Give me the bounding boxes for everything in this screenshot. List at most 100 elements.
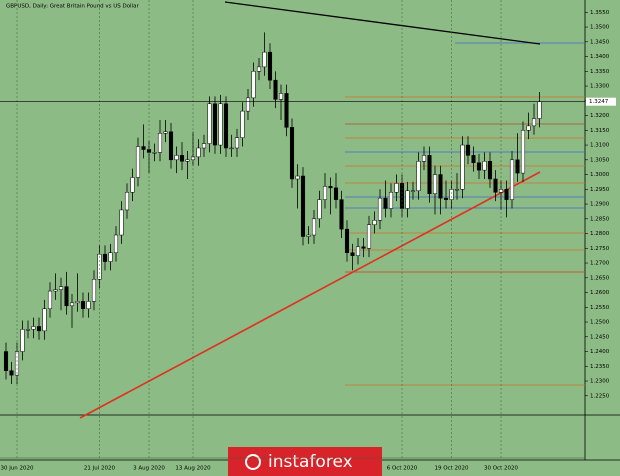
candle-body (42, 308, 47, 332)
y-tick-label: 1.3500 (590, 25, 610, 31)
candle-body (504, 189, 509, 200)
candle-body (69, 302, 75, 307)
candle-body (471, 155, 476, 164)
candle-body (273, 79, 278, 100)
candle-body (350, 252, 355, 256)
candle-body (97, 253, 102, 280)
candle-body (212, 103, 218, 146)
candle-body (383, 197, 388, 209)
candle-body (410, 190, 416, 192)
candle-body (460, 144, 465, 190)
candle-body (526, 125, 531, 131)
y-tick-label: 1.2500 (590, 320, 610, 326)
y-tick-label: 1.2600 (590, 290, 610, 296)
candle-body (36, 326, 42, 332)
y-tick-label: 1.3450 (590, 39, 610, 45)
candle-body (256, 66, 262, 72)
candle-body (119, 209, 124, 236)
watermark: instaforex (228, 447, 382, 476)
candle-body (405, 190, 410, 209)
candle-body (438, 174, 443, 199)
current-price-box (586, 97, 616, 106)
candle-body (102, 253, 108, 262)
candle-body (493, 178, 498, 193)
current-price-label: 1.3247 (589, 99, 609, 105)
candle-body (229, 147, 234, 150)
y-tick-label: 1.2650 (590, 275, 610, 281)
candle-body (31, 326, 36, 330)
support-trendline (79, 171, 541, 419)
y-tick-label: 1.2250 (590, 393, 610, 399)
candle-body (449, 189, 454, 200)
candle-body (25, 329, 31, 331)
y-tick-label: 1.2350 (590, 364, 610, 370)
candle-body (306, 234, 311, 237)
candle-body (295, 175, 300, 180)
candle-body (14, 351, 20, 376)
candle-body (421, 155, 427, 162)
candle-body (465, 144, 471, 156)
x-tick-label: 19 Oct 2020 (434, 466, 469, 472)
candle-body (339, 199, 344, 230)
candle-body (240, 110, 245, 138)
candle-body (394, 183, 399, 193)
candle-body (157, 133, 163, 153)
chart-title: GBPUSD, Daily: Great Britain Pound vs US… (6, 4, 139, 10)
y-tick-label: 1.2300 (590, 379, 610, 385)
candle-body (262, 51, 267, 68)
y-tick-label: 1.3150 (590, 128, 610, 134)
candle-body (3, 351, 9, 371)
candle-body (196, 147, 201, 158)
y-tick-label: 1.2950 (590, 187, 610, 193)
candle-body (135, 146, 141, 178)
candle-body (361, 246, 366, 249)
y-tick-label: 1.2450 (590, 334, 610, 340)
candle-body (75, 301, 80, 304)
y-tick-label: 1.2900 (590, 202, 610, 208)
candle-body (245, 97, 251, 112)
x-tick-label: 21 Jul 2020 (84, 466, 116, 472)
candle-body (284, 93, 289, 128)
candle-body (86, 301, 91, 310)
x-tick-label: 6 Oct 2020 (387, 466, 418, 472)
x-tick-label: 30 Oct 2020 (484, 466, 519, 472)
candle-body (311, 218, 317, 236)
y-tick-label: 1.3400 (590, 54, 610, 60)
candle-body (333, 187, 339, 200)
candle-body (47, 290, 53, 310)
candle-body (427, 155, 432, 194)
watermark-logo (245, 454, 261, 470)
candle-body (20, 329, 25, 352)
candle-body (289, 127, 295, 180)
x-tick-label: 30 Jun 2020 (0, 466, 34, 472)
candle-body (168, 131, 174, 161)
candle-body (218, 103, 223, 146)
y-tick-label: 1.2700 (590, 261, 610, 267)
candle-body (509, 159, 515, 200)
candle-body (366, 224, 372, 249)
candle-body (520, 130, 526, 174)
y-tick-label: 1.3100 (590, 143, 610, 149)
y-tick-label: 1.2800 (590, 231, 610, 237)
candle-body (355, 246, 361, 256)
candle-body (53, 289, 58, 292)
candle-body (251, 71, 256, 99)
candle-body (317, 199, 322, 220)
candle-body (476, 162, 482, 171)
candle-body (515, 159, 520, 174)
candle-body (185, 159, 190, 162)
candle-body (322, 186, 328, 200)
candle-body (201, 143, 207, 149)
candle-body (432, 174, 438, 194)
candle-body (58, 286, 64, 290)
y-tick-label: 1.3000 (590, 172, 610, 178)
candle-body (113, 234, 119, 253)
candles (3, 32, 542, 384)
y-tick-label: 1.2850 (590, 216, 610, 222)
y-tick-label: 1.3350 (590, 69, 610, 75)
candle-body (64, 286, 69, 307)
y-tick-label: 1.3550 (590, 10, 610, 16)
resistance-trendline (224, 1, 541, 45)
